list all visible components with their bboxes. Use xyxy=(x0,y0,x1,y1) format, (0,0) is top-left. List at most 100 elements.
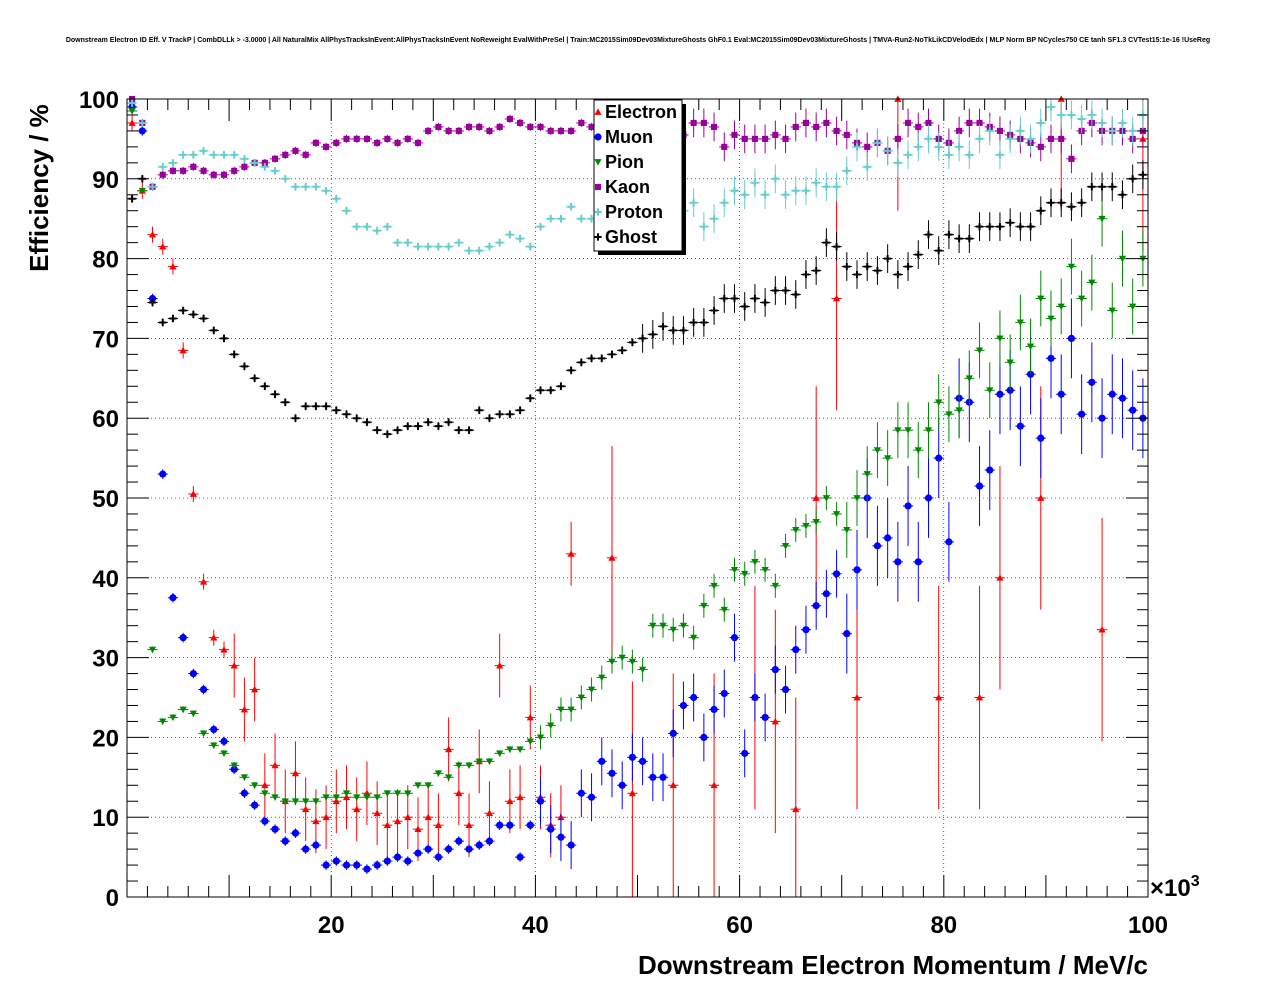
data-point xyxy=(353,805,361,813)
data-point xyxy=(475,841,483,849)
data-point xyxy=(822,183,830,191)
data-point xyxy=(465,426,473,434)
legend-label: Kaon xyxy=(605,177,650,197)
data-point xyxy=(1067,203,1076,211)
data-point xyxy=(373,809,381,817)
data-point xyxy=(332,406,340,414)
data-point xyxy=(312,798,320,805)
data-point xyxy=(843,131,850,138)
data-point xyxy=(281,175,289,183)
data-point xyxy=(486,127,493,134)
data-point xyxy=(567,203,575,211)
data-point xyxy=(1088,183,1096,191)
data-point xyxy=(189,310,197,319)
data-point xyxy=(271,155,279,162)
data-point xyxy=(873,139,882,147)
data-point xyxy=(1016,223,1024,231)
data-point xyxy=(302,798,310,805)
data-point xyxy=(383,790,391,797)
data-point xyxy=(128,99,136,107)
data-point xyxy=(782,135,789,142)
data-point xyxy=(414,139,422,146)
data-point xyxy=(761,713,769,722)
data-point xyxy=(240,362,249,370)
data-point xyxy=(220,750,228,757)
data-point xyxy=(536,223,545,231)
data-point xyxy=(935,454,943,462)
data-point xyxy=(1057,111,1065,119)
data-point xyxy=(179,706,187,714)
data-point xyxy=(526,243,534,251)
data-point xyxy=(1016,127,1024,135)
data-point xyxy=(414,825,422,833)
data-point xyxy=(261,817,269,825)
data-point xyxy=(138,127,146,135)
data-point xyxy=(363,865,371,873)
data-point xyxy=(700,318,708,327)
data-point xyxy=(434,821,443,829)
data-point xyxy=(659,322,667,331)
data-point xyxy=(465,247,473,255)
data-point xyxy=(342,410,351,418)
data-point xyxy=(312,817,320,825)
data-point xyxy=(506,797,514,805)
data-point xyxy=(884,534,892,542)
data-point xyxy=(924,231,933,239)
data-point xyxy=(455,789,463,797)
data-point xyxy=(832,570,841,578)
data-point xyxy=(720,199,728,207)
data-point xyxy=(1098,215,1106,223)
data-point xyxy=(771,717,779,725)
data-point xyxy=(383,223,391,231)
data-point xyxy=(802,187,810,195)
data-point xyxy=(536,386,545,394)
data-point xyxy=(527,123,534,130)
data-point xyxy=(445,243,453,251)
data-point xyxy=(414,243,422,251)
data-point xyxy=(169,262,177,270)
data-point xyxy=(751,294,759,303)
data-point xyxy=(475,758,483,765)
x-tick-label: 80 xyxy=(930,912,957,939)
data-point xyxy=(1088,111,1096,119)
data-point xyxy=(363,135,370,142)
data-point xyxy=(210,151,218,159)
data-point xyxy=(577,358,585,366)
legend-entry-proton: Proton xyxy=(594,202,663,222)
data-point xyxy=(659,622,667,630)
data-point xyxy=(832,294,841,302)
data-point xyxy=(710,306,718,315)
data-point xyxy=(587,215,596,223)
data-point xyxy=(720,606,728,614)
data-point xyxy=(1057,303,1065,311)
legend-entry-pion: Pion xyxy=(594,152,644,172)
data-point xyxy=(914,447,922,454)
data-point xyxy=(199,578,208,585)
data-point xyxy=(700,733,708,742)
data-point xyxy=(741,191,749,199)
data-point xyxy=(1129,406,1137,414)
data-point xyxy=(148,183,157,191)
data-point xyxy=(914,143,922,151)
data-point xyxy=(159,718,167,726)
data-point xyxy=(138,187,146,195)
data-point xyxy=(169,159,177,167)
data-point xyxy=(322,402,330,410)
data-point xyxy=(271,761,279,769)
data-point xyxy=(843,262,851,271)
data-point xyxy=(251,801,259,809)
data-point xyxy=(547,127,554,134)
data-point xyxy=(966,119,973,126)
data-point xyxy=(924,494,933,502)
data-point xyxy=(475,406,483,414)
data-point xyxy=(1118,394,1127,402)
data-point xyxy=(536,797,545,805)
data-point xyxy=(312,139,319,146)
data-point xyxy=(741,570,749,578)
data-point xyxy=(710,781,718,789)
data-point xyxy=(761,566,769,574)
data-point xyxy=(506,115,513,123)
data-point xyxy=(353,861,361,869)
data-point xyxy=(1037,119,1045,127)
